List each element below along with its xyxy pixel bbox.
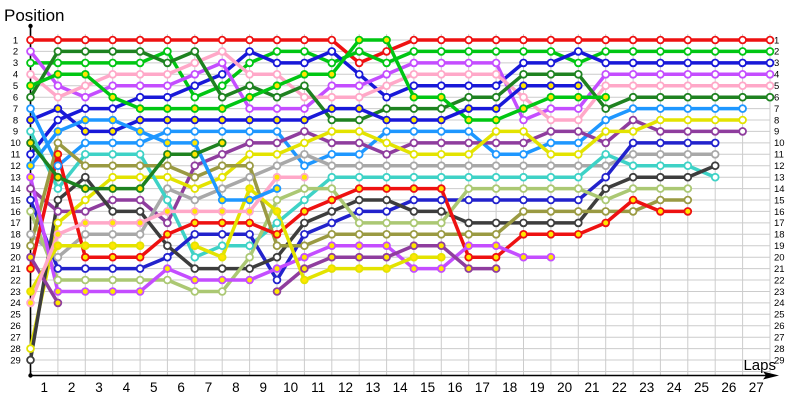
svg-text:5: 5	[150, 380, 158, 395]
svg-text:25: 25	[694, 380, 709, 395]
svg-text:22: 22	[10, 275, 21, 286]
svg-text:15: 15	[10, 195, 21, 206]
svg-text:2: 2	[13, 47, 18, 58]
svg-text:6: 6	[13, 93, 18, 104]
svg-text:9: 9	[260, 380, 268, 395]
svg-text:3: 3	[13, 58, 18, 69]
svg-text:10: 10	[10, 138, 21, 149]
svg-text:8: 8	[13, 115, 18, 126]
svg-text:3: 3	[95, 380, 103, 395]
svg-text:21: 21	[584, 380, 599, 395]
svg-text:14: 14	[393, 380, 409, 395]
svg-text:15: 15	[420, 380, 435, 395]
svg-text:12: 12	[774, 161, 785, 172]
svg-text:7: 7	[774, 104, 779, 115]
svg-text:14: 14	[10, 184, 21, 195]
svg-text:21: 21	[774, 264, 785, 275]
svg-text:19: 19	[530, 380, 545, 395]
svg-text:11: 11	[774, 150, 784, 161]
svg-text:2: 2	[774, 47, 779, 58]
svg-text:26: 26	[721, 380, 736, 395]
svg-text:3: 3	[774, 58, 779, 69]
svg-text:5: 5	[13, 81, 18, 92]
svg-text:11: 11	[11, 150, 21, 161]
svg-text:22: 22	[612, 380, 627, 395]
svg-text:6: 6	[774, 93, 779, 104]
svg-text:7: 7	[205, 380, 213, 395]
svg-text:17: 17	[475, 380, 490, 395]
svg-text:28: 28	[774, 344, 785, 355]
svg-text:13: 13	[365, 380, 380, 395]
svg-text:4: 4	[774, 70, 779, 81]
svg-text:1: 1	[13, 35, 18, 46]
svg-text:23: 23	[639, 380, 654, 395]
svg-text:26: 26	[774, 321, 785, 332]
svg-text:12: 12	[338, 380, 353, 395]
svg-text:7: 7	[13, 104, 18, 115]
svg-text:9: 9	[13, 127, 18, 138]
svg-text:15: 15	[774, 195, 785, 206]
svg-text:29: 29	[774, 355, 785, 366]
svg-text:16: 16	[774, 207, 785, 218]
svg-text:4: 4	[123, 380, 131, 395]
svg-text:6: 6	[177, 380, 185, 395]
svg-text:10: 10	[283, 380, 298, 395]
svg-text:27: 27	[10, 333, 21, 344]
svg-text:11: 11	[311, 380, 325, 395]
svg-text:24: 24	[10, 298, 21, 309]
svg-text:8: 8	[232, 380, 240, 395]
svg-text:17: 17	[774, 218, 785, 229]
svg-text:22: 22	[774, 275, 785, 286]
svg-text:27: 27	[749, 380, 764, 395]
svg-text:12: 12	[10, 161, 21, 172]
svg-text:23: 23	[774, 287, 785, 298]
svg-text:5: 5	[774, 81, 779, 92]
svg-text:28: 28	[10, 344, 21, 355]
svg-text:25: 25	[10, 310, 21, 321]
svg-text:Position: Position	[4, 6, 64, 25]
svg-text:16: 16	[447, 380, 462, 395]
svg-text:16: 16	[10, 207, 21, 218]
svg-text:24: 24	[667, 380, 683, 395]
svg-text:Laps: Laps	[743, 357, 776, 374]
svg-text:8: 8	[774, 115, 779, 126]
svg-text:26: 26	[10, 321, 21, 332]
svg-text:19: 19	[10, 241, 21, 252]
svg-text:20: 20	[557, 380, 572, 395]
svg-text:2: 2	[68, 380, 76, 395]
svg-text:1: 1	[40, 380, 48, 395]
svg-text:21: 21	[10, 264, 21, 275]
svg-text:25: 25	[774, 310, 785, 321]
svg-text:27: 27	[774, 333, 785, 344]
svg-text:23: 23	[10, 287, 21, 298]
svg-text:9: 9	[774, 127, 779, 138]
svg-text:4: 4	[13, 70, 18, 81]
svg-text:13: 13	[774, 173, 785, 184]
svg-text:20: 20	[774, 253, 785, 264]
svg-text:24: 24	[774, 298, 785, 309]
svg-text:10: 10	[774, 138, 785, 149]
svg-text:18: 18	[774, 230, 785, 241]
svg-text:13: 13	[10, 173, 21, 184]
svg-text:14: 14	[774, 184, 785, 195]
svg-text:19: 19	[774, 241, 785, 252]
svg-text:20: 20	[10, 253, 21, 264]
svg-text:17: 17	[10, 218, 21, 229]
svg-text:18: 18	[502, 380, 517, 395]
svg-text:18: 18	[10, 230, 21, 241]
svg-text:1: 1	[774, 35, 779, 46]
svg-text:29: 29	[10, 355, 21, 366]
